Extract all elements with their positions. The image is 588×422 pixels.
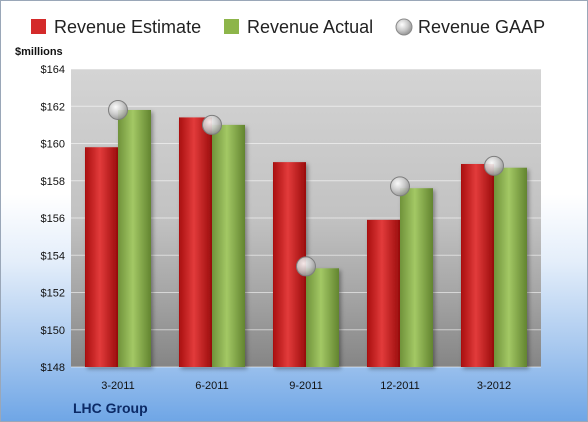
legend-swatch-gaap bbox=[395, 18, 413, 36]
x-tick-label: 9-2011 bbox=[289, 380, 322, 392]
legend-swatch-actual bbox=[224, 19, 239, 34]
bars bbox=[85, 109, 527, 367]
marker-revenue-gaap bbox=[108, 99, 128, 120]
legend-label-estimate: Revenue Estimate bbox=[54, 17, 201, 37]
y-tick-label: $164 bbox=[41, 64, 65, 76]
bar-revenue-actual bbox=[306, 268, 339, 367]
bar-revenue-actual bbox=[212, 124, 245, 367]
legend-label-gaap: Revenue GAAP bbox=[418, 17, 545, 37]
y-tick-label: $150 bbox=[41, 325, 65, 337]
x-tick-label: 6-2011 bbox=[195, 380, 228, 392]
legend: Revenue Estimate Revenue Actual Revenue … bbox=[31, 17, 545, 37]
marker-revenue-gaap bbox=[484, 155, 504, 176]
y-tick-label: $160 bbox=[41, 139, 65, 151]
bar-revenue-actual bbox=[400, 188, 433, 367]
marker-revenue-gaap bbox=[296, 256, 316, 277]
y-tick-label: $148 bbox=[41, 362, 65, 374]
legend-label-actual: Revenue Actual bbox=[247, 17, 373, 37]
bar-revenue-estimate bbox=[461, 163, 494, 367]
bar-revenue-estimate bbox=[367, 219, 400, 367]
gaap-markers bbox=[108, 99, 504, 277]
x-tick-label: 3-2012 bbox=[477, 380, 511, 392]
y-tick-label: $158 bbox=[41, 176, 65, 188]
x-axis-ticks: 3-2011 6-2011 9-2011 12-2011 3-2012 bbox=[101, 380, 511, 392]
y-tick-label: $156 bbox=[41, 213, 65, 225]
y-axis-ticks: $148 $150 $152 $154 $156 $158 $160 $162 $164 bbox=[41, 64, 65, 374]
bar-revenue-estimate bbox=[85, 147, 118, 367]
x-tick-label: 3-2011 bbox=[101, 380, 134, 392]
bar-revenue-actual bbox=[494, 167, 527, 367]
y-tick-label: $154 bbox=[41, 250, 65, 262]
y-axis-unit-label: $millions bbox=[15, 46, 63, 58]
x-tick-label: 12-2011 bbox=[380, 380, 420, 392]
bar-revenue-estimate bbox=[179, 117, 212, 367]
marker-revenue-gaap bbox=[390, 176, 410, 197]
bar-revenue-actual bbox=[118, 109, 151, 367]
marker-revenue-gaap bbox=[202, 114, 222, 135]
y-tick-label: $152 bbox=[41, 288, 65, 300]
y-tick-label: $162 bbox=[41, 101, 65, 113]
legend-swatch-estimate bbox=[31, 19, 46, 34]
company-name: LHC Group bbox=[73, 400, 148, 416]
